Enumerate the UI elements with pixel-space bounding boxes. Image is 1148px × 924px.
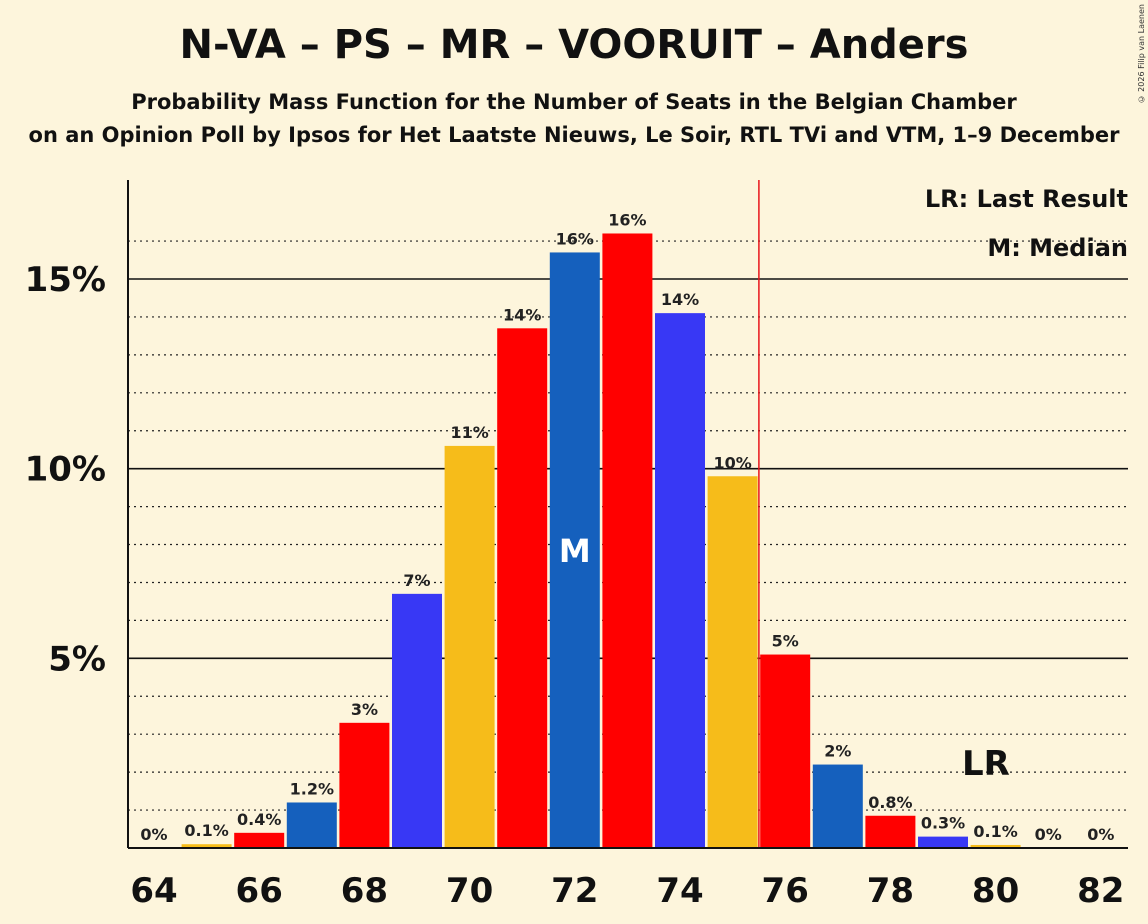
bar-label-77: 2%	[824, 742, 851, 761]
bar-label-72: 16%	[556, 229, 594, 248]
chart-source-line: on an Opinion Poll by Ipsos for Het Laat…	[28, 123, 1120, 147]
x-tick-label-68: 68	[341, 871, 388, 911]
bar-label-74: 14%	[661, 290, 699, 309]
bar-label-82: 0%	[1087, 825, 1114, 844]
lr-marker: LR	[962, 744, 1010, 784]
median-marker: M	[559, 532, 591, 570]
bar-label-65: 0.1%	[184, 821, 228, 840]
bar-78	[865, 815, 916, 848]
bar-label-78: 0.8%	[868, 793, 912, 812]
bar-label-68: 3%	[351, 700, 378, 719]
bar-65	[181, 844, 232, 848]
bar-75	[707, 476, 758, 848]
y-tick-label-15: 15%	[25, 260, 106, 300]
bar-68	[339, 722, 390, 848]
x-tick-label-74: 74	[656, 871, 703, 911]
bar-77	[812, 764, 863, 848]
legend-last-result: LR: Last Result	[924, 185, 1128, 213]
x-tick-label-82: 82	[1077, 871, 1124, 911]
bar-label-66: 0.4%	[237, 810, 281, 829]
bar-74	[655, 313, 705, 848]
bar-label-75: 10%	[713, 453, 751, 472]
x-tick-label-78: 78	[867, 871, 914, 911]
bar-label-80: 0.1%	[973, 822, 1017, 841]
bar-72	[549, 252, 600, 849]
bar-label-70: 11%	[450, 423, 488, 442]
chart-subtitle: Probability Mass Function for the Number…	[131, 90, 1017, 114]
bar-79	[918, 836, 968, 848]
y-tick-label-5: 5%	[48, 639, 106, 679]
x-tick-label-72: 72	[551, 871, 598, 911]
bar-73	[602, 233, 653, 849]
x-tick-label-80: 80	[972, 871, 1019, 911]
bar-label-69: 7%	[403, 571, 430, 590]
x-tick-label-70: 70	[446, 871, 493, 911]
bar-70	[444, 445, 495, 848]
bar-67	[286, 802, 337, 848]
bar-71	[497, 328, 548, 848]
bar-label-67: 1.2%	[290, 779, 334, 798]
bar-label-71: 14%	[503, 305, 541, 324]
bar-label-73: 16%	[608, 210, 646, 229]
bar-80	[970, 844, 1021, 848]
bar-label-79: 0.3%	[921, 814, 965, 833]
x-tick-label-64: 64	[130, 871, 177, 911]
bar-66	[234, 832, 285, 848]
legend-median: M: Median	[987, 234, 1128, 262]
x-tick-label-66: 66	[236, 871, 283, 911]
x-tick-label-76: 76	[762, 871, 809, 911]
chart-title: N-VA – PS – MR – VOORUIT – Anders	[179, 22, 969, 68]
bar-label-76: 5%	[772, 632, 799, 651]
bar-69	[392, 593, 442, 848]
bar-label-64: 0%	[140, 825, 167, 844]
y-tick-label-10: 10%	[25, 450, 106, 490]
bar-label-81: 0%	[1035, 825, 1062, 844]
bar-76	[760, 654, 811, 848]
